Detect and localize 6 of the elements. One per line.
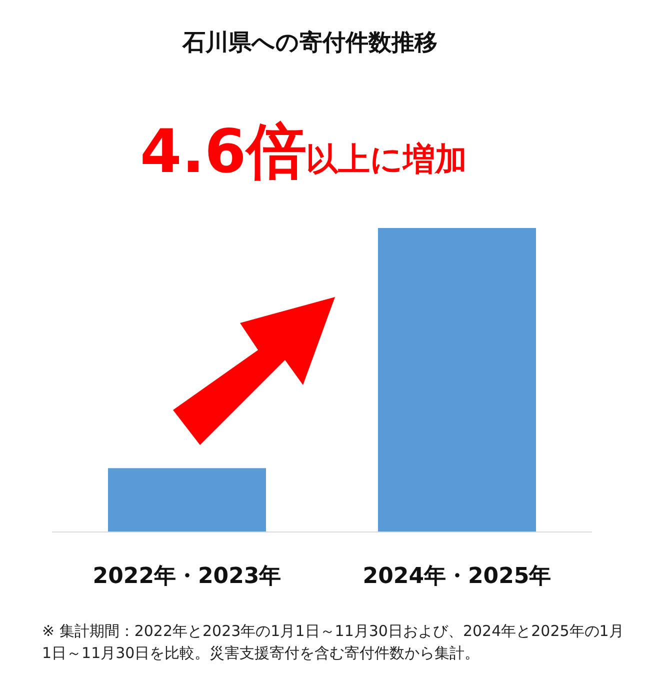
text: 4.6倍 xyxy=(140,117,306,187)
text: 以上に増加 xyxy=(306,140,467,178)
text: ※ 集計期間：2022年と2023年の1月1日～11月30日および、2024年と2025年の1月1日～11月30日を比較。災害支援寄付を含む寄付件数から集計。 xyxy=(42,621,625,664)
x-tick-label: 2024年・2025年 xyxy=(362,564,552,589)
chart-title: 石川県への寄付件数推移 xyxy=(182,29,438,56)
x-tick-label: 2022年・2023年 xyxy=(92,564,282,589)
